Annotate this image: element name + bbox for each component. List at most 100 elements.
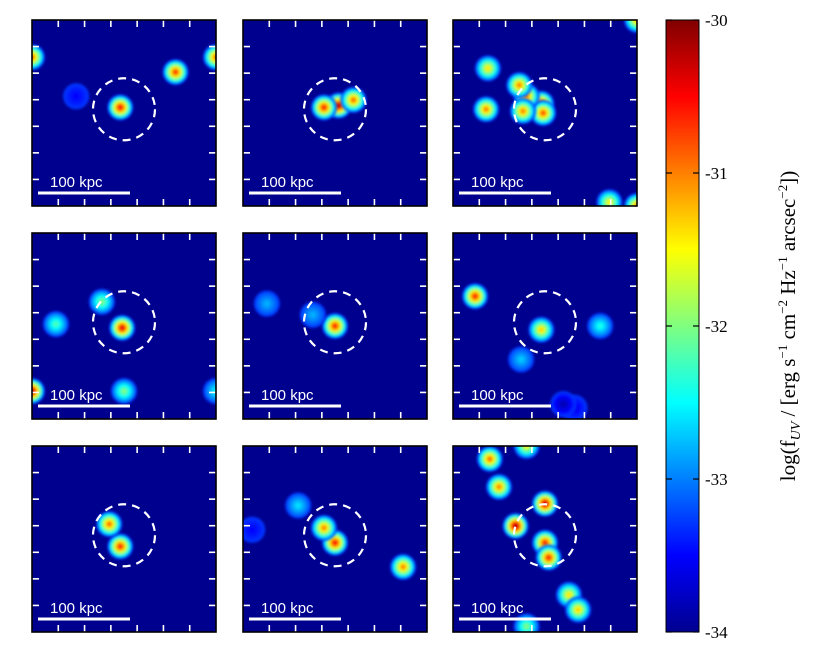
uv-source bbox=[596, 189, 623, 206]
uv-source bbox=[506, 72, 533, 99]
colorbar-title: log(fUV / [erg s−1 cm−2 Hz−1 arcsec−2]) bbox=[775, 171, 804, 481]
panel-6: 100 kpc bbox=[452, 232, 638, 420]
uv-source bbox=[565, 596, 592, 623]
uv-source bbox=[528, 316, 555, 343]
colorbar-title-sup-4: −2 bbox=[775, 185, 790, 199]
panel-4: 100 kpc bbox=[31, 232, 217, 420]
scale-bar-label: 100 kpc bbox=[50, 174, 103, 191]
uv-source bbox=[587, 313, 614, 339]
source-ring bbox=[401, 564, 406, 569]
uv-source bbox=[508, 346, 535, 373]
scale-bar-label: 100 kpc bbox=[471, 600, 524, 617]
source-ring bbox=[539, 327, 544, 332]
panel-ticks bbox=[32, 446, 216, 632]
uv-source bbox=[32, 44, 45, 71]
colorbar-title-part: / [erg s bbox=[776, 359, 800, 422]
source-ring bbox=[524, 624, 529, 629]
source-ring bbox=[541, 111, 546, 115]
colorbar-title-sup-1: −1 bbox=[775, 345, 790, 359]
uv-source bbox=[63, 83, 90, 110]
uv-source bbox=[111, 378, 137, 405]
panel-image bbox=[453, 20, 637, 206]
panel-frame bbox=[242, 19, 428, 207]
aperture-circle bbox=[302, 503, 368, 568]
uv-source bbox=[285, 492, 312, 519]
uv-source bbox=[509, 98, 536, 125]
source-ring bbox=[543, 540, 547, 545]
source-ring bbox=[561, 402, 566, 407]
panel-image bbox=[453, 233, 637, 419]
uv-source bbox=[502, 512, 529, 539]
source-ring bbox=[322, 105, 326, 110]
source-ring bbox=[484, 107, 489, 112]
source-ring bbox=[74, 94, 79, 99]
panel-frame bbox=[242, 232, 428, 420]
uv-source bbox=[462, 283, 489, 310]
panel-8: 100 kpc bbox=[242, 445, 428, 633]
uv-source bbox=[624, 193, 637, 206]
uv-source bbox=[203, 44, 216, 71]
source-ring bbox=[118, 544, 123, 549]
source-ring bbox=[336, 103, 341, 108]
colorbar-title-sup-2: −2 bbox=[775, 300, 790, 314]
uv-source bbox=[474, 55, 501, 82]
colorbar-title-log: log(f bbox=[776, 440, 800, 481]
panel-frame bbox=[31, 232, 217, 420]
colorbar-title-sup-3: −1 bbox=[775, 256, 790, 270]
colorbar-title-part: arcsec bbox=[776, 199, 800, 257]
uv-source bbox=[390, 553, 417, 580]
uv-source bbox=[513, 613, 540, 632]
uv-source bbox=[513, 446, 540, 459]
panel-frame bbox=[242, 445, 428, 633]
panel-1: 100 kpc bbox=[31, 19, 217, 207]
aperture-circle bbox=[91, 77, 157, 142]
panel-ticks bbox=[453, 20, 637, 206]
panel-image bbox=[32, 233, 216, 419]
aperture-circle bbox=[91, 290, 157, 355]
source-ring bbox=[122, 389, 126, 394]
colorbar-title-part: Hz bbox=[776, 270, 800, 300]
scale-bar-label: 100 kpc bbox=[471, 387, 524, 404]
colorbar-tick-label: -34 bbox=[705, 623, 728, 642]
scale-bar-label: 100 kpc bbox=[261, 174, 314, 191]
uv-source bbox=[310, 94, 337, 121]
source-ring bbox=[566, 592, 571, 597]
panel-frame bbox=[31, 445, 217, 633]
colorbar-ticks: -30 -31 -32 -33 -34 bbox=[666, 11, 728, 642]
uv-source bbox=[473, 96, 500, 123]
scale-bar-label: 100 kpc bbox=[261, 600, 314, 617]
source-ring bbox=[264, 301, 269, 306]
panel-grid: 100 kpc 100 kpc 100 kpc 100 kpc 100 kpc 100 k… bbox=[31, 19, 638, 633]
uv-source bbox=[340, 86, 367, 113]
panel-ticks bbox=[32, 233, 216, 419]
uv-source bbox=[486, 473, 512, 500]
scale-bar-label: 100 kpc bbox=[261, 387, 314, 404]
source-ring bbox=[250, 527, 255, 532]
source-ring bbox=[486, 66, 490, 71]
source-ring bbox=[351, 98, 356, 102]
panel-7: 100 kpc bbox=[31, 445, 217, 633]
aperture-circle bbox=[91, 503, 157, 568]
aperture-circle bbox=[512, 290, 578, 355]
source-ring bbox=[333, 540, 337, 545]
panel-ticks bbox=[32, 20, 216, 206]
source-ring bbox=[310, 312, 315, 317]
uv-source bbox=[310, 514, 337, 541]
colorbar-tick-label: -30 bbox=[705, 11, 728, 30]
aperture-circle bbox=[302, 77, 368, 142]
source-ring bbox=[118, 105, 123, 110]
colorbar-title-part: cm bbox=[776, 314, 800, 345]
uv-source bbox=[550, 391, 577, 418]
uv-source bbox=[203, 378, 216, 405]
uv-source bbox=[42, 311, 69, 338]
source-ring bbox=[120, 325, 125, 330]
uv-source bbox=[299, 301, 326, 328]
uv-source bbox=[96, 511, 123, 538]
panel-ticks bbox=[243, 233, 427, 419]
source-ring bbox=[517, 83, 522, 88]
source-ring bbox=[107, 522, 112, 527]
colorbar-tick-label: -33 bbox=[705, 470, 728, 489]
panel-ticks bbox=[243, 446, 427, 632]
uv-source bbox=[162, 59, 189, 86]
colorbar-tick-label: -32 bbox=[705, 317, 728, 336]
